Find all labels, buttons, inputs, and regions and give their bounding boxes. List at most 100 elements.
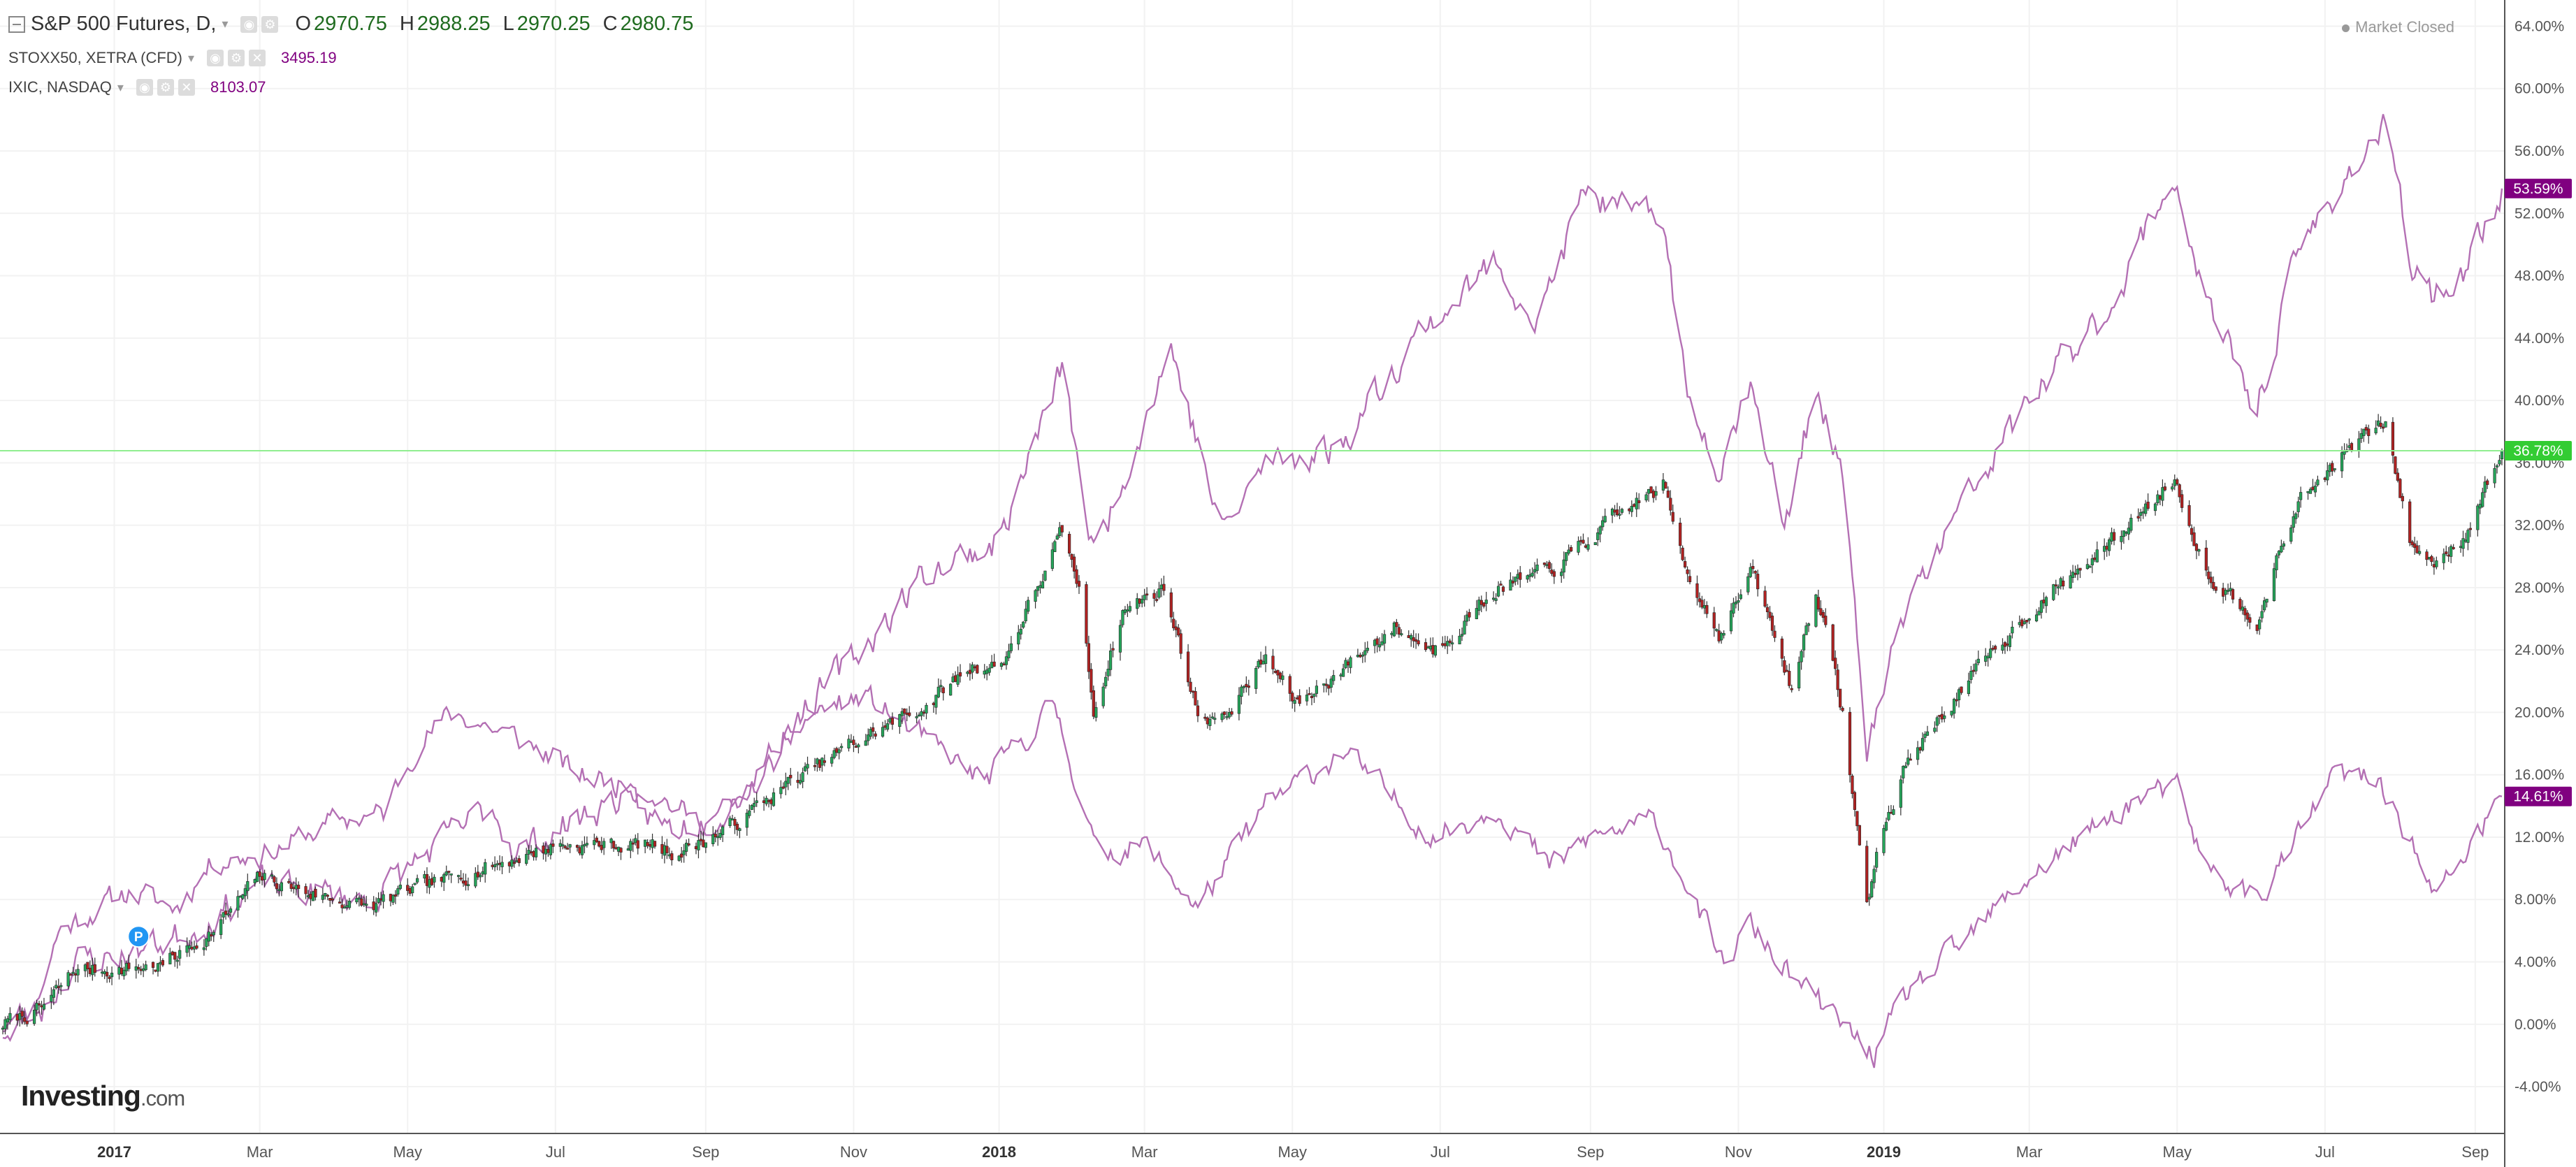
close-icon[interactable]: ✕ (249, 50, 266, 66)
candle-down (1671, 512, 1674, 522)
main-symbol[interactable]: S&P 500 Futures, D, (31, 13, 217, 35)
y-tick-label: 16.00% (2515, 767, 2564, 783)
candle-down (1651, 491, 1656, 498)
candle-up (1237, 695, 1241, 714)
candle-down (1688, 576, 1692, 583)
candle-up (2463, 539, 2468, 542)
eye-icon[interactable]: ◉ (136, 79, 153, 96)
candle-up (2427, 557, 2431, 559)
collapse-legend-button[interactable] (8, 15, 25, 33)
candle-down (2222, 588, 2225, 597)
candle-up (2044, 597, 2048, 607)
chevron-down-icon[interactable]: ▾ (187, 50, 195, 65)
candle-up (885, 723, 890, 730)
candle-up (2333, 468, 2336, 470)
candle-up (117, 967, 121, 975)
candle-up (704, 842, 707, 848)
candle-down (1841, 707, 1844, 711)
event-marker[interactable]: P (127, 925, 150, 948)
candle-down (1938, 715, 1941, 717)
candle-down (941, 687, 945, 693)
candle-down (287, 880, 291, 883)
x-tick-label: Sep (1577, 1143, 1604, 1161)
candle-up (1104, 676, 1108, 687)
candle-up (226, 913, 230, 915)
candle-down (1839, 688, 1842, 708)
chevron-down-icon[interactable]: ▾ (222, 17, 229, 31)
candle-up (716, 836, 720, 839)
close-icon[interactable]: ✕ (178, 79, 195, 96)
candle-up (971, 664, 974, 673)
candle-up (192, 946, 196, 950)
gear-icon[interactable]: ⚙ (157, 79, 174, 96)
candle-up (1509, 579, 1512, 590)
candle-down (154, 969, 157, 972)
candle-down (1824, 616, 1828, 625)
candle-up (949, 683, 953, 696)
candle-up (1332, 675, 1336, 681)
candle-up (803, 766, 807, 771)
compare-symbol[interactable]: IXIC, NASDAQ (8, 78, 112, 96)
candle-down (461, 880, 465, 884)
candle-up (1531, 572, 1534, 577)
candle-down (1918, 747, 1922, 751)
candlestick-series (1, 414, 2504, 1035)
candle-down (648, 844, 652, 847)
gear-icon[interactable]: ⚙ (261, 15, 279, 33)
eye-icon[interactable]: ◉ (207, 50, 224, 66)
candle-down (1751, 566, 1755, 570)
candle-up (2110, 532, 2113, 542)
candle-up (1953, 699, 1956, 714)
candle-up (1661, 479, 1665, 491)
candle-up (1242, 686, 1245, 688)
candle-down (694, 846, 698, 850)
event-marker-circle[interactable] (127, 925, 150, 948)
candle-down (57, 986, 60, 988)
candle-up (784, 781, 788, 788)
candle-up (1722, 632, 1725, 636)
chevron-down-icon[interactable]: ▾ (117, 80, 124, 94)
candle-up (2161, 487, 2164, 501)
candle-up (91, 964, 94, 976)
candle-up (1, 1027, 5, 1030)
candle-up (1950, 711, 1953, 716)
eye-icon[interactable]: ◉ (240, 15, 258, 33)
candle-up (1366, 648, 1369, 651)
candle-up (1802, 635, 1806, 651)
candle-down (326, 894, 329, 897)
candle-down (1909, 758, 1912, 761)
compare-symbol[interactable]: STOXX50, XETRA (CFD) (8, 49, 182, 66)
gear-icon[interactable]: ⚙ (228, 50, 245, 66)
candle-down (2136, 516, 2140, 519)
candle-down (1206, 717, 1209, 725)
candle-down (1615, 509, 1619, 516)
candle-down (1346, 661, 1350, 666)
candle-up (1363, 650, 1367, 655)
last-value-badge-label: 14.61% (2513, 789, 2563, 805)
candle-down (1271, 655, 1275, 669)
candle-down (1666, 491, 1670, 498)
candle-down (1763, 590, 1767, 607)
candle-down (1889, 811, 1893, 814)
candle-down (73, 973, 78, 976)
candle-down (578, 847, 581, 854)
candle-down (702, 839, 705, 848)
candle-up (2141, 511, 2145, 514)
candle-down (1785, 669, 1788, 672)
candle-up (609, 839, 613, 843)
candle-up (2476, 505, 2480, 530)
x-tick-label: Jul (546, 1143, 565, 1161)
candle-down (903, 709, 906, 714)
candle-up (1746, 576, 1750, 593)
candle-down (1273, 671, 1278, 673)
candle-down (2176, 479, 2179, 485)
candle-up (8, 1013, 12, 1020)
candle-down (2413, 543, 2417, 548)
candle-up (1305, 695, 1309, 702)
candle-up (456, 875, 461, 877)
candle-up (2127, 528, 2130, 535)
candle-up (1567, 549, 1570, 554)
main-series-legend: S&P 500 Futures, D, ▾ ◉ ⚙ O 2970.75 H 29… (8, 13, 693, 36)
candle-down (1186, 651, 1190, 683)
